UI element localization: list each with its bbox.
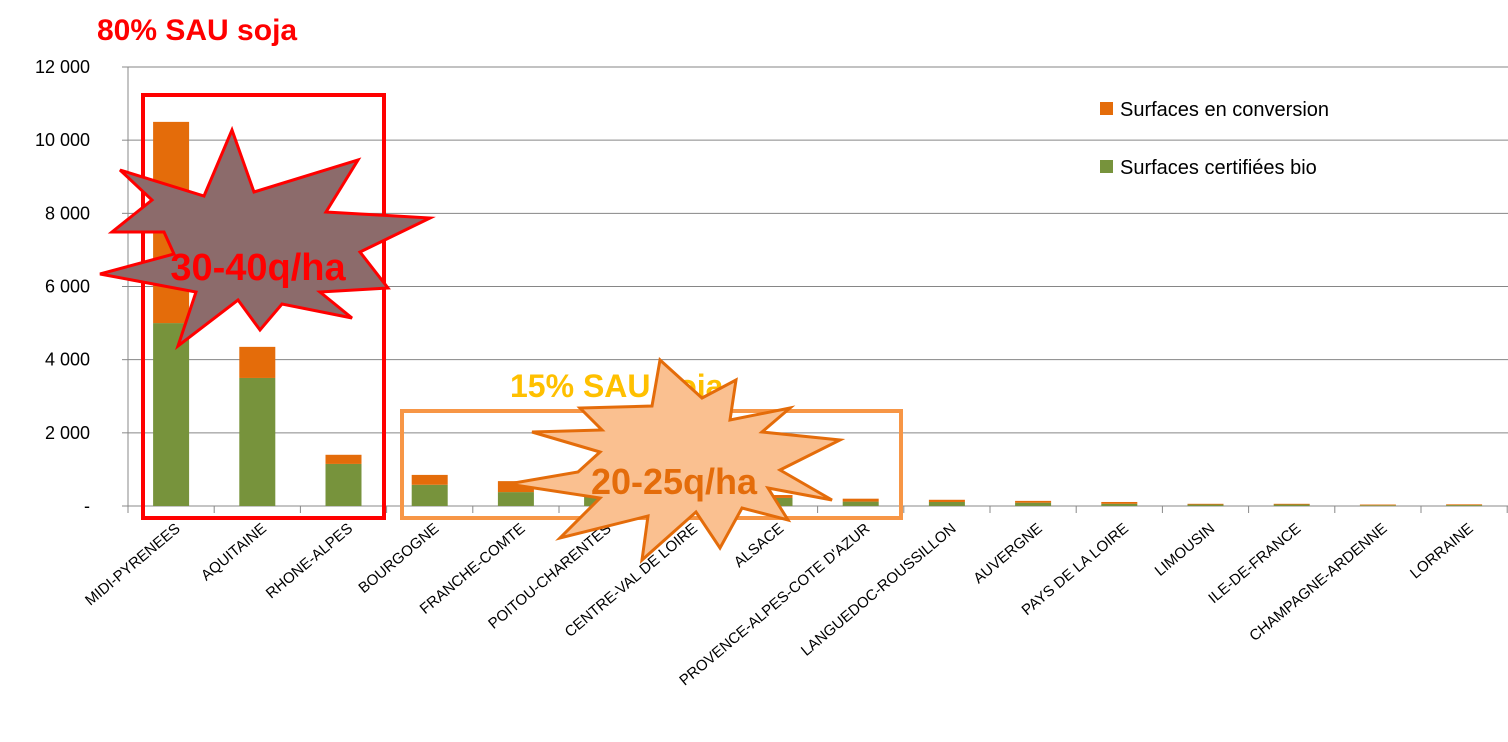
bar-certified — [1101, 503, 1138, 506]
legend-swatch-certified — [1100, 160, 1113, 173]
y-axis: - 2 000 4 000 6 000 8 000 10 000 12 000 — [35, 57, 129, 516]
x-category-label: RHONE-ALPES — [263, 520, 356, 602]
bar-certified — [1187, 504, 1224, 506]
bar-conversion — [411, 474, 448, 485]
bar-conversion — [1359, 504, 1396, 506]
x-category-label: ALSACE — [731, 520, 787, 571]
legend-label-conversion: Surfaces en conversion — [1120, 99, 1329, 121]
annotation-group-1: 80% SAU soja 30-40q/ha — [97, 14, 436, 520]
y-tick-label: 6 000 — [45, 277, 90, 297]
bar-certified — [239, 377, 276, 506]
x-category-label: BOURGOGNE — [355, 520, 442, 597]
bar-conversion — [1446, 504, 1483, 506]
bar-conversion — [1187, 503, 1224, 505]
annotation-group-2: 15% SAU soja 20-25q/ha — [400, 357, 903, 564]
starburst-shape-group-2 — [507, 357, 846, 564]
bar-certified — [1359, 505, 1396, 506]
y-tick-label: 10 000 — [35, 130, 90, 150]
x-category-label: LANGUEDOC-ROUSSILLON — [798, 520, 960, 659]
bars — [153, 121, 1483, 506]
bar-certified — [928, 501, 965, 506]
bar-conversion — [239, 346, 276, 378]
y-tick-label: - — [84, 496, 90, 516]
bar-certified — [1015, 502, 1052, 506]
y-tick-label: 4 000 — [45, 350, 90, 370]
x-category-label: PROVENCE-ALPES-COTE D'AZUR — [676, 520, 873, 689]
x-category-label: MIDI-PYRENEES — [82, 520, 184, 609]
legend: Surfaces en conversion Surfaces certifié… — [1100, 99, 1329, 179]
bar-conversion — [1015, 500, 1052, 503]
x-category-label: LORRAINE — [1407, 520, 1477, 582]
x-category-label: LIMOUSIN — [1152, 520, 1218, 580]
y-tick-label: 2 000 — [45, 423, 90, 443]
bar-conversion — [842, 498, 879, 502]
bar-certified — [842, 501, 879, 506]
bar-certified — [497, 492, 534, 506]
bar-certified — [325, 463, 362, 506]
bar-certified — [1446, 505, 1483, 506]
x-category-label: AQUITAINE — [198, 520, 270, 584]
bar-conversion — [928, 499, 965, 502]
bar-conversion — [1101, 501, 1138, 504]
bar-certified — [411, 484, 448, 506]
annotation-yield-30-40: 30-40q/ha — [170, 247, 346, 289]
x-category-label: CHAMPAGNE-ARDENNE — [1246, 520, 1390, 645]
annotation-box-group-1 — [141, 93, 386, 520]
legend-label-certified: Surfaces certifiées bio — [1120, 157, 1317, 179]
y-tick-label: 12 000 — [35, 57, 90, 77]
x-axis — [127, 506, 1508, 513]
bar-certified — [1273, 504, 1310, 506]
bar-conversion — [1273, 503, 1310, 505]
y-tick-label: 8 000 — [45, 203, 90, 223]
annotation-yield-20-25: 20-25q/ha — [591, 461, 758, 502]
bar-conversion — [325, 454, 362, 464]
x-category-label: ILE-DE-FRANCE — [1205, 520, 1304, 607]
legend-swatch-conversion — [1100, 102, 1113, 115]
bar-certified — [153, 323, 190, 506]
x-category-label: AUVERGNE — [970, 520, 1045, 587]
starburst-shape-group-1 — [99, 125, 436, 351]
annotation-title-80-sau: 80% SAU soja — [97, 14, 297, 47]
